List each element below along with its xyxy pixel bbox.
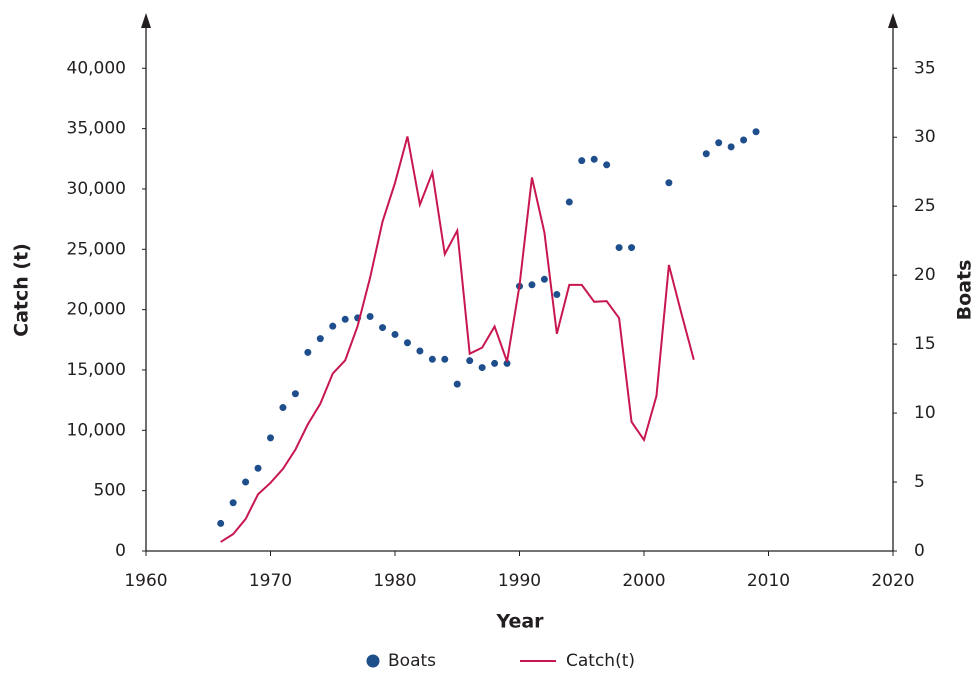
x-tick-label: 1980 bbox=[373, 571, 416, 591]
boat-point bbox=[752, 128, 760, 136]
y2-tick-label: 30 bbox=[914, 127, 936, 147]
boat-point bbox=[329, 322, 337, 330]
boat-point bbox=[603, 161, 611, 169]
boat-point bbox=[478, 364, 486, 372]
boat-point bbox=[615, 244, 623, 252]
y-tick-label: 500 bbox=[94, 481, 126, 501]
legend-marker bbox=[366, 654, 380, 668]
y-axis-arrow bbox=[141, 13, 151, 28]
boat-point bbox=[491, 359, 499, 367]
y2-tick-label: 0 bbox=[914, 541, 925, 561]
boat-point bbox=[428, 355, 436, 363]
boat-point bbox=[715, 139, 723, 147]
x-tick-label: 1960 bbox=[124, 571, 167, 591]
boat-point bbox=[304, 348, 312, 356]
boat-point bbox=[740, 136, 748, 144]
y2-tick-label: 25 bbox=[914, 196, 936, 216]
x-tick-label: 2020 bbox=[871, 571, 914, 591]
boat-point bbox=[366, 313, 374, 321]
boat-point bbox=[242, 478, 250, 486]
x-axis-title: Year bbox=[495, 611, 544, 633]
x-tick-label: 1990 bbox=[498, 571, 541, 591]
boat-point bbox=[628, 244, 636, 252]
y2-axis-arrow bbox=[888, 13, 898, 28]
y2-tick-label: 10 bbox=[914, 403, 936, 423]
boat-point bbox=[267, 434, 274, 442]
boat-point bbox=[316, 335, 324, 343]
boat-point bbox=[416, 347, 424, 355]
y2-axis-title: Boats bbox=[954, 260, 976, 321]
legend-label: Catch(t) bbox=[566, 651, 635, 671]
boat-point bbox=[217, 519, 225, 527]
boat-point bbox=[727, 143, 735, 151]
boat-point bbox=[403, 339, 411, 347]
y-tick-label: 25,000 bbox=[67, 239, 126, 259]
legend-label: Boats bbox=[388, 651, 436, 671]
y-tick-label: 15,000 bbox=[67, 360, 126, 380]
y2-tick-label: 35 bbox=[914, 58, 936, 78]
boat-point bbox=[341, 315, 349, 323]
y2-tick-label: 15 bbox=[914, 334, 936, 354]
boat-point bbox=[578, 157, 586, 165]
boat-point bbox=[590, 155, 598, 163]
catch-line bbox=[220, 136, 695, 543]
boat-point bbox=[379, 324, 387, 332]
y-tick-label: 10,000 bbox=[67, 420, 126, 440]
boat-point bbox=[665, 179, 673, 187]
boat-point bbox=[503, 359, 511, 367]
x-tick-label: 2010 bbox=[747, 571, 790, 591]
y-axis-title: Catch (t) bbox=[11, 243, 33, 337]
boat-point bbox=[453, 380, 461, 388]
boat-point bbox=[291, 390, 299, 398]
y-tick-label: 20,000 bbox=[67, 300, 126, 320]
x-tick-label: 2000 bbox=[622, 571, 665, 591]
boat-point bbox=[279, 404, 287, 412]
y-tick-label: 40,000 bbox=[67, 58, 126, 78]
y-tick-label: 0 bbox=[115, 541, 126, 561]
boat-point bbox=[441, 355, 449, 363]
boat-point bbox=[528, 281, 536, 289]
boat-point bbox=[553, 290, 561, 298]
boat-point bbox=[540, 275, 548, 283]
boat-point bbox=[702, 150, 710, 158]
y-tick-label: 30,000 bbox=[67, 179, 126, 199]
boat-point bbox=[391, 330, 399, 338]
boat-point bbox=[565, 198, 573, 206]
boat-point bbox=[229, 499, 237, 507]
y-tick-label: 35,000 bbox=[67, 119, 126, 139]
y2-tick-label: 20 bbox=[914, 265, 936, 285]
boat-point bbox=[254, 464, 262, 472]
y2-tick-label: 5 bbox=[914, 472, 925, 492]
x-tick-label: 1970 bbox=[249, 571, 292, 591]
boat-point bbox=[466, 357, 474, 365]
